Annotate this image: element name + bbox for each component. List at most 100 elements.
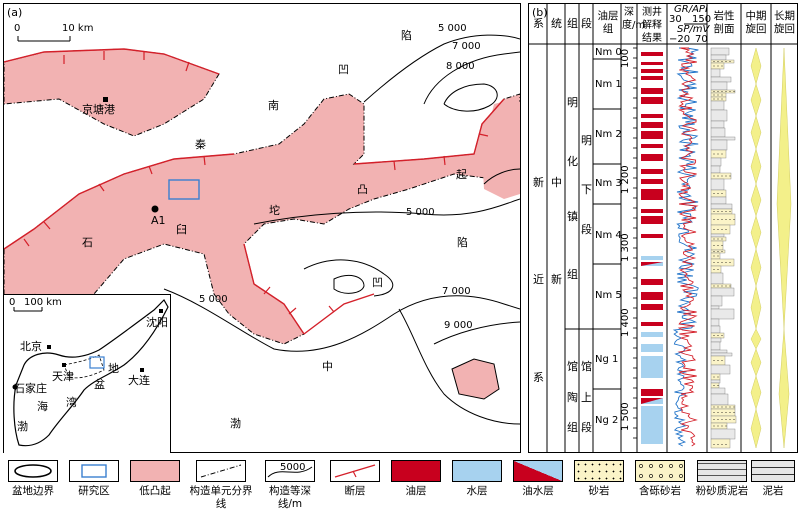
- inset-basin-pen: 盆: [94, 378, 105, 391]
- header-gr-tick-max: 150: [692, 14, 712, 25]
- depth-label-1300: 1 300: [620, 233, 631, 262]
- region-xian: 陷: [401, 29, 412, 42]
- interp-layer-17: [641, 256, 663, 260]
- region-tu: 凸: [357, 183, 368, 196]
- litho-bed-48: [710, 364, 731, 375]
- litho-grain-56-11: [721, 419, 723, 420]
- interp-layer-16: [641, 234, 663, 238]
- map-scale-bar: [17, 36, 71, 42]
- inset-basin-di: 地: [108, 362, 119, 375]
- litho-bed-54: [710, 404, 736, 410]
- litho-grain-25-7: [717, 219, 719, 220]
- legend-symbol-basin-boundary: [8, 460, 58, 482]
- depth-tick-marks: [633, 47, 637, 439]
- legend-symbol-unit-boundary: [196, 460, 246, 482]
- interp-layer-4: [641, 88, 663, 94]
- depth-label-1500: 1 500: [620, 402, 631, 431]
- contour-label-7: 5 000: [199, 294, 228, 305]
- litho-grain-26-15: [725, 229, 727, 230]
- litho-grain-3-11: [721, 65, 723, 67]
- mid-cycle-8: [750, 328, 762, 350]
- legend-symbol-oil-layer: [391, 460, 441, 482]
- header-gr-tick-min: 30: [669, 14, 682, 25]
- group-minghuazhen-3: 镇: [567, 210, 578, 223]
- interp-layer-15: [641, 216, 663, 224]
- interp-layer-22: [641, 322, 663, 326]
- litho-bed-12: [710, 120, 725, 129]
- contour-label-3: 8 000: [446, 61, 475, 72]
- litho-bed-43: [710, 337, 722, 343]
- header-system: 系: [533, 17, 544, 30]
- map-drawing: [4, 34, 520, 425]
- mid-cycle-11: [750, 408, 762, 449]
- litho-grain-32-19: [729, 262, 731, 263]
- litho-grain-35-15: [725, 285, 727, 287]
- litho-grain-32-3: [713, 262, 715, 263]
- litho-grain-59-7: [717, 444, 719, 445]
- region-tuo: 坨: [269, 204, 280, 217]
- litho-grain-21-3: [713, 193, 715, 194]
- litho-bed-29: [710, 240, 724, 251]
- place-a1: A1: [151, 214, 166, 227]
- litho-bed-13: [710, 127, 726, 138]
- litho-grain-35-11: [721, 285, 723, 287]
- litho-grain-51-7: [717, 385, 719, 386]
- interp-layer-0: [641, 52, 663, 56]
- legend-item-silty-mudstone: 粉砂质泥岩: [691, 460, 753, 498]
- litho-bed-17: [710, 157, 722, 167]
- inset-city-shenyang: 沈阳: [146, 316, 168, 329]
- legend-item-fault: 断层: [325, 460, 385, 498]
- litho-grain-8-3: [713, 94, 715, 96]
- interp-layer-11: [641, 169, 663, 174]
- mid-cycle-5: [750, 215, 762, 250]
- mid-cycle-7: [750, 285, 762, 330]
- group-minghuazhen-1: 明: [567, 96, 578, 109]
- litho-grain-28-7: [717, 238, 719, 240]
- interp-layer-14: [641, 209, 663, 213]
- region-shi: 石: [82, 236, 93, 249]
- inset-scale-length: 100 km: [24, 297, 62, 308]
- header-group: 组: [567, 17, 578, 30]
- interp-layer-7: [641, 122, 663, 128]
- litho-grain-55-23: [733, 412, 735, 413]
- region-xian2: 陷: [457, 236, 468, 249]
- mid-cycle-9: [750, 348, 762, 377]
- section-guanshang-2: 上: [581, 391, 592, 404]
- litho-grain-56-3: [713, 419, 715, 420]
- series-char-2: 新: [551, 273, 562, 286]
- litho-grain-55-3: [713, 412, 715, 413]
- litho-grain-32-7: [717, 262, 719, 263]
- uplift-central: [4, 93, 520, 345]
- litho-bed-5: [710, 76, 732, 83]
- oil-group-ng2: Ng 2: [595, 415, 619, 426]
- mid-cycle-2: [750, 115, 762, 150]
- contour-label-4: 5 000: [406, 207, 435, 218]
- litho-grain-59-11: [721, 444, 723, 445]
- litho-grain-35-7: [717, 285, 719, 287]
- litho-bed-37: [710, 295, 723, 307]
- litho-grain-7-11: [721, 91, 723, 92]
- litho-grain-32-15: [725, 262, 727, 263]
- oil-group-nm5: Nm 5: [595, 290, 622, 301]
- interp-layer-10: [641, 154, 663, 161]
- litho-grain-57-7: [717, 425, 719, 427]
- mid-cycle-4: [750, 183, 762, 217]
- oil-group-nm0: Nm 0: [595, 47, 622, 58]
- litho-grain-25-23: [733, 219, 735, 220]
- litho-grain-19-3: [713, 175, 715, 177]
- litho-grain-54-3: [713, 406, 715, 408]
- litho-grain-25-11: [721, 219, 723, 220]
- uplift-lower-right: [451, 358, 500, 400]
- legend-symbol-sandstone: [574, 460, 624, 482]
- litho-bed-23: [710, 203, 733, 210]
- legend-item-basin-boundary: 盆地边界: [3, 460, 63, 498]
- litho-grain-57-15: [725, 425, 727, 427]
- litho-bed-27: [710, 233, 725, 238]
- litho-bed-53: [710, 393, 729, 406]
- litho-bed-57: [710, 422, 728, 430]
- header-gr: GR/API: [674, 4, 708, 15]
- legend-symbol-water-layer: [452, 460, 502, 482]
- uplift-right: [482, 99, 520, 199]
- series-char-1: 中: [551, 176, 562, 189]
- system-char-1: 新: [533, 176, 544, 189]
